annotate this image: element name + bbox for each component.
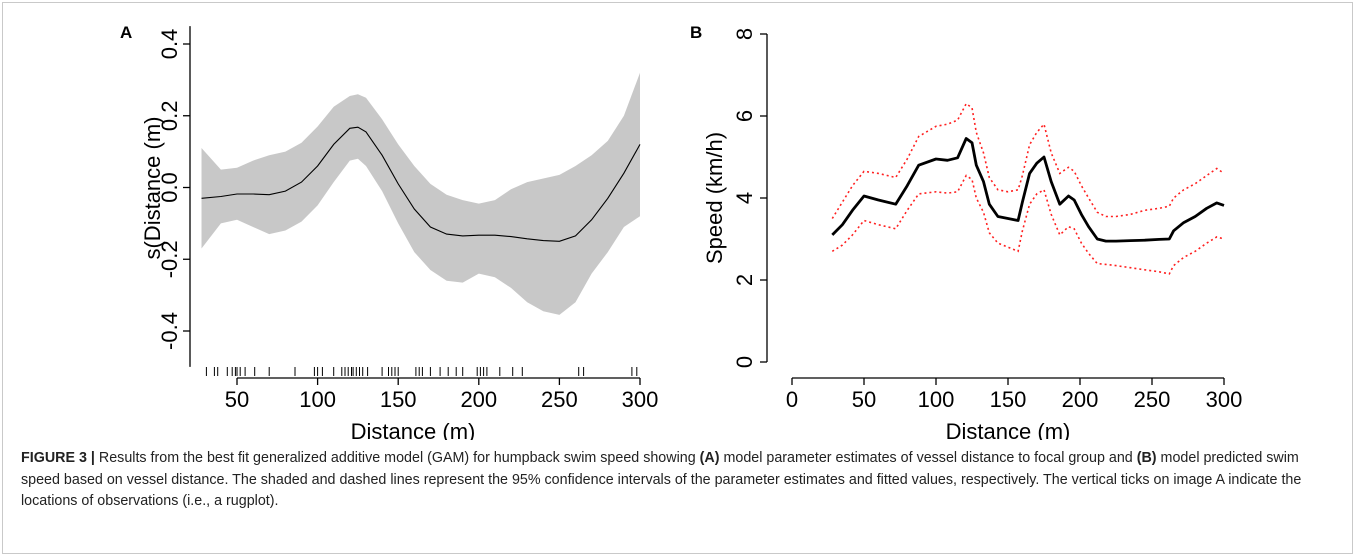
panel-b-x-tick-label: 250 bbox=[1134, 387, 1171, 412]
panel-b-lines bbox=[831, 102, 1225, 275]
panel-a-x-tick-label: 250 bbox=[541, 387, 578, 412]
panel-a-x-tick-label: 150 bbox=[380, 387, 417, 412]
panel-a-y-tick-label: -0.2 bbox=[157, 240, 182, 278]
panel-a-x-tick-label: 100 bbox=[299, 387, 336, 412]
panel-b-y-tick-label: 2 bbox=[732, 274, 757, 286]
panel-b-x-tick-label: 50 bbox=[852, 387, 876, 412]
panel-a-y-tick-label: -0.4 bbox=[157, 312, 182, 350]
panel-b-x-tick-label: 150 bbox=[990, 387, 1027, 412]
caption-text-2: model parameter estimates of vessel dist… bbox=[719, 450, 1137, 466]
panel-a-ci-band-area bbox=[201, 72, 640, 315]
panel-b-y-tick-label: 0 bbox=[732, 356, 757, 368]
panel-b-y-axis-title: Speed (km/h) bbox=[702, 132, 727, 264]
panel-a-y-tick-label: 0.2 bbox=[157, 101, 182, 132]
panel-a-x-tick-label: 300 bbox=[622, 387, 659, 412]
panel-b-x-tick-label: 200 bbox=[1062, 387, 1099, 412]
panel-a-y-tick-label: 0.4 bbox=[157, 29, 182, 60]
panel-a-axes: 50 100 150 200 250 300 -0.4 -0.2 0.0 0.2 0.4 Distan… bbox=[140, 26, 658, 440]
panel-a-x-axis-title: Distance (m) bbox=[351, 419, 476, 440]
panel-a-y-axis-title: s(Distance (m) bbox=[140, 116, 165, 259]
caption-text-3: model predicted swim speed based on vess… bbox=[21, 450, 1302, 509]
figure-caption: FIGURE 3 | Results from the best fit gen… bbox=[21, 448, 1336, 513]
panel-b-chart: 0 50 100 150 200 250 300 0 2 4 6 8 Distance (m) Speed… bbox=[690, 23, 1242, 440]
panel-b-y-tick-label: 4 bbox=[732, 192, 757, 204]
figure-charts: 50 100 150 200 250 300-0.4-0.20.00.20.4Distan… bbox=[120, 23, 1242, 440]
panel-b-y-tick-label: 6 bbox=[732, 110, 757, 122]
panel-a-rugplot bbox=[205, 367, 638, 376]
panel-b-x-tick-label: 100 bbox=[918, 387, 955, 412]
caption-text-1: Results from the best fit generalized ad… bbox=[94, 450, 700, 466]
panel-b-x-tick-label: 0 bbox=[786, 387, 798, 412]
panel-a-x-tick-label: 200 bbox=[460, 387, 497, 412]
caption-bold-a: (A) bbox=[699, 450, 720, 466]
panel-b-y-tick-label: 8 bbox=[732, 28, 757, 40]
panel-b-x-tick-label: 300 bbox=[1206, 387, 1243, 412]
caption-label: FIGURE 3 | bbox=[21, 450, 95, 466]
caption-bold-b: (B) bbox=[1136, 450, 1157, 466]
panel-a-y-tick-label: 0.0 bbox=[157, 172, 182, 203]
panel-b-x-axis-title: Distance (m) bbox=[946, 419, 1071, 440]
panel-a-confidence-band bbox=[201, 72, 640, 315]
panel-a-fit-line-group bbox=[201, 126, 641, 242]
panel-b-letter: B bbox=[690, 23, 702, 42]
panel-b-fitted-line bbox=[831, 137, 1225, 243]
panel-a-fit-line bbox=[201, 126, 641, 242]
panel-a-letter: A bbox=[120, 23, 132, 42]
panel-a-chart: 50 100 150 200 250 300 -0.4 -0.2 0.0 0.2 0.4 Distan… bbox=[120, 23, 658, 440]
panel-a-x-tick-label: 50 bbox=[225, 387, 249, 412]
panel-b-axes: 0 50 100 150 200 250 300 0 2 4 6 8 Distance (m) Speed… bbox=[702, 28, 1242, 440]
panel-b-ci-lower-line bbox=[831, 174, 1225, 275]
panel-b-ci-upper-line bbox=[831, 102, 1225, 219]
